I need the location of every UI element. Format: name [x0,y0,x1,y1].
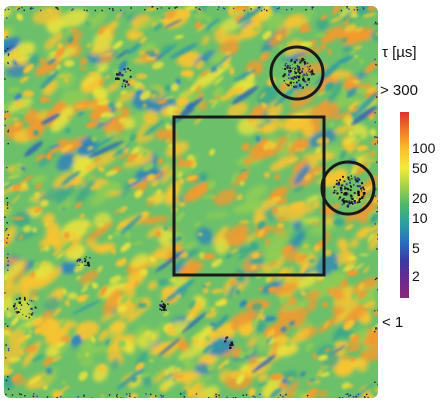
marked-circle-region-right [320,160,376,216]
legend-title: τ [µs] [382,44,417,61]
lifetime-map [4,6,378,398]
legend-max-label: > 300 [380,82,418,99]
colorbar-tick-20: 20 [412,190,428,206]
colorbar-tick-50: 50 [412,160,428,176]
lifetime-map-image [4,6,378,398]
colorbar-tick-100: 100 [412,140,436,156]
colorbar-tick-5: 5 [412,240,420,256]
colorbar-tick-10: 10 [412,210,428,226]
legend-min-label: < 1 [382,314,404,331]
colorbar-tick-2: 2 [412,268,420,284]
colorbar [400,112,409,298]
marked-circle-region-top [269,45,325,101]
